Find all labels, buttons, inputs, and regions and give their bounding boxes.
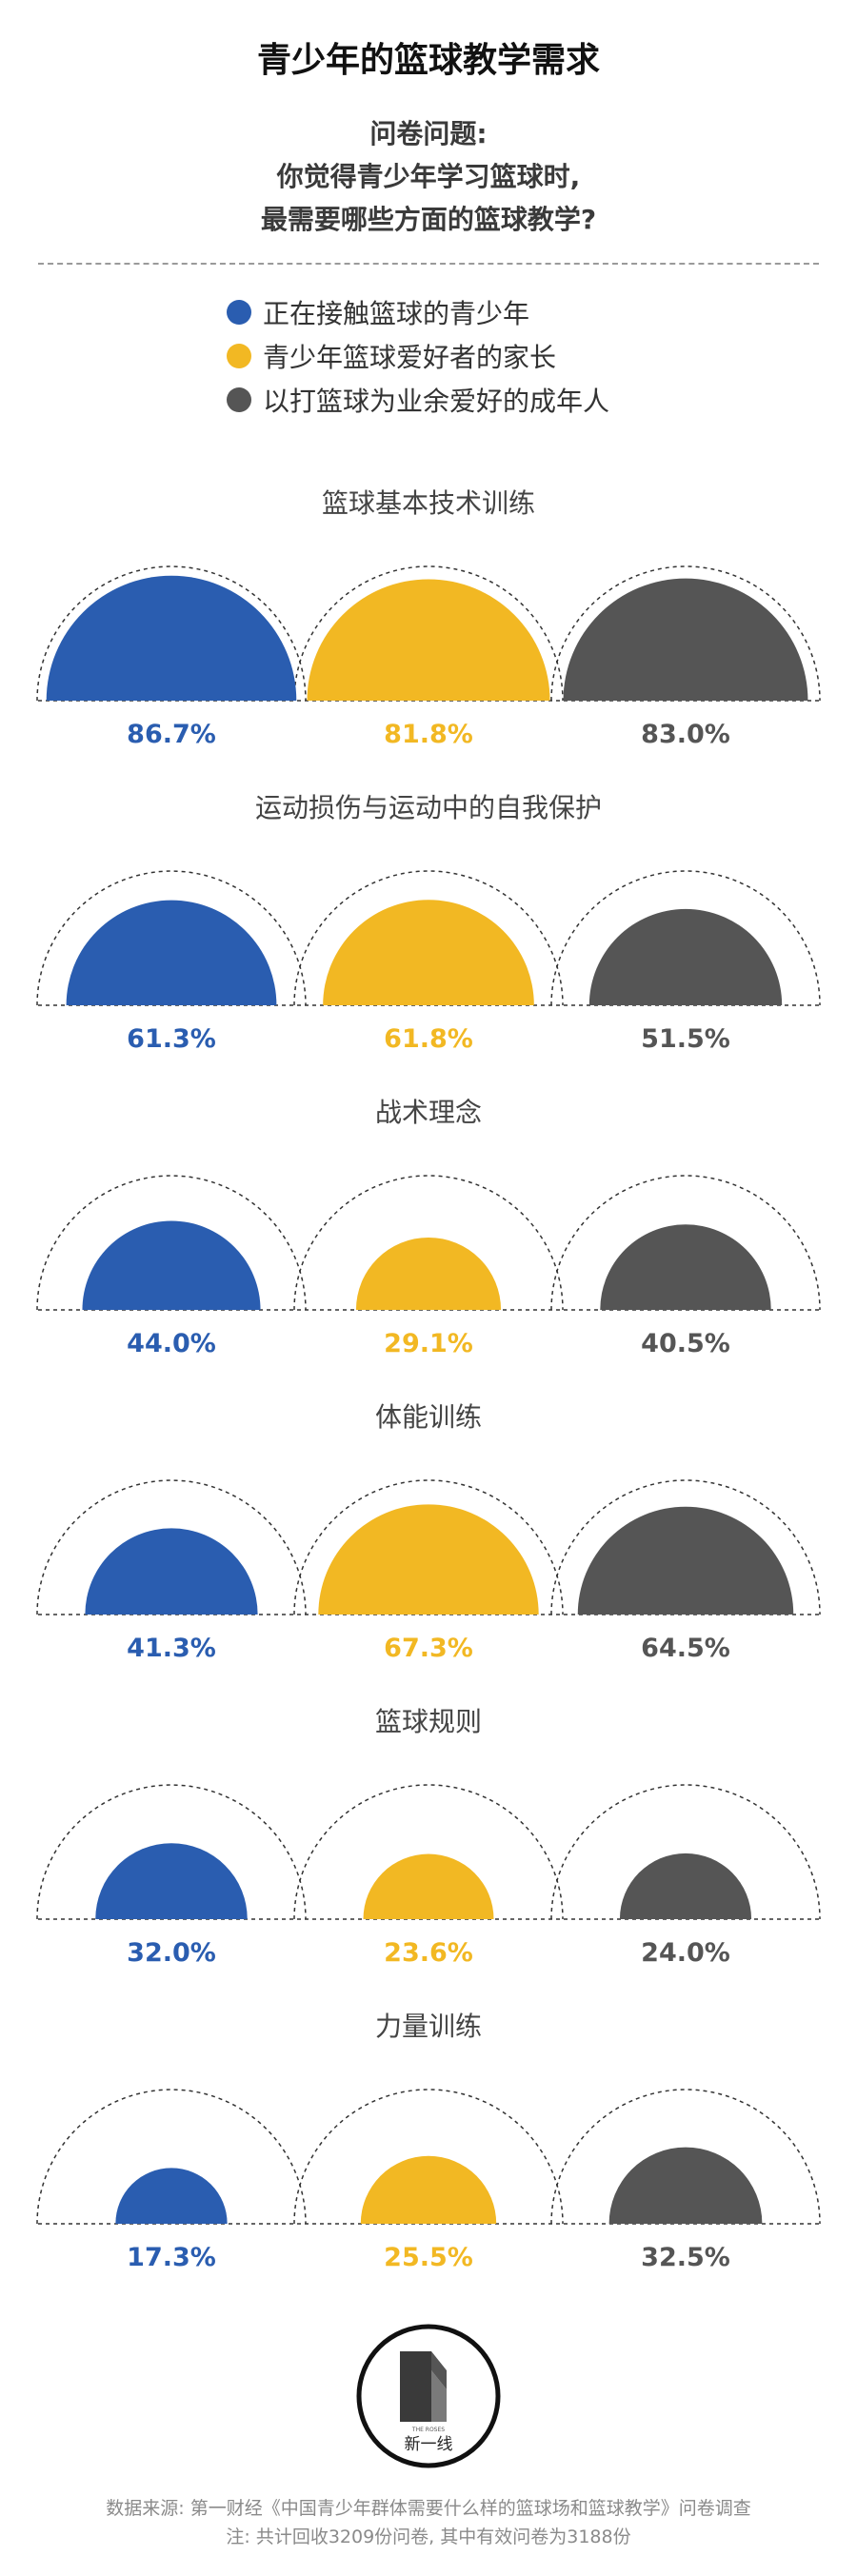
- group-title: 篮球基本技术训练: [322, 487, 535, 519]
- semicircle-3: [588, 908, 783, 1005]
- reference-outline-3: [550, 1479, 821, 1615]
- semicircle-3: [577, 1506, 794, 1615]
- legend-item-parents: 青少年篮球爱好者的家长: [227, 334, 609, 378]
- value-label-3: 83.0%: [641, 720, 730, 749]
- reference-outline-2: [293, 565, 564, 702]
- semicircle-1: [66, 900, 277, 1005]
- value-label-3: 51.5%: [641, 1024, 730, 1054]
- section-divider: [38, 263, 819, 265]
- question-label: 问卷问题:: [369, 118, 488, 149]
- value-label-2: 67.3%: [384, 1634, 473, 1663]
- value-label-2: 61.8%: [384, 1024, 473, 1054]
- value-label-1: 61.3%: [127, 1024, 216, 1054]
- semicircle-2: [307, 579, 550, 701]
- reference-outline-3: [550, 870, 821, 1006]
- survey-question: 问卷问题: 你觉得青少年学习篮球时, 最需要哪些方面的篮球教学?: [0, 112, 857, 241]
- reference-outline-1: [36, 1784, 307, 1920]
- group-title: 运动损伤与运动中的自我保护: [255, 792, 602, 823]
- group-title: 力量训练: [375, 2011, 482, 2042]
- logo-small-text: THE ROSES: [411, 2427, 445, 2433]
- legend-label-parents: 青少年篮球爱好者的家长: [263, 342, 557, 373]
- chart-group-4: 体能训练 41.3% 67.3% 64.5%: [36, 1401, 821, 1663]
- legend: 正在接触篮球的青少年 青少年篮球爱好者的家长 以打篮球为业余爱好的成年人: [227, 290, 609, 422]
- chart-group-1: 篮球基本技术训练 86.7% 81.8% 83.0%: [36, 487, 821, 749]
- value-label-1: 17.3%: [127, 2243, 216, 2272]
- semicircle-3: [563, 578, 808, 701]
- group-title: 战术理念: [375, 1097, 482, 1128]
- page-title: 青少年的篮球教学需求: [256, 41, 600, 80]
- semicircle-2: [355, 1237, 502, 1310]
- chart-group-2: 运动损伤与运动中的自我保护 61.3% 61.8% 51.5%: [36, 792, 821, 1054]
- semicircle-1: [95, 1843, 248, 1919]
- semicircle-2: [318, 1504, 539, 1615]
- value-label-2: 25.5%: [384, 2243, 473, 2272]
- question-line-1: 你觉得青少年学习篮球时,: [276, 161, 581, 192]
- value-label-3: 40.5%: [641, 1329, 730, 1358]
- reference-outline-3: [550, 1784, 821, 1920]
- value-label-2: 23.6%: [384, 1938, 473, 1968]
- group-title: 体能训练: [375, 1401, 482, 1433]
- legend-label-adults: 以打篮球为业余爱好的成年人: [263, 386, 610, 417]
- semicircle-1: [115, 2168, 228, 2224]
- footer-line-1: 数据来源: 第一财经《中国青少年群体需要什么样的篮球场和篮球教学》问卷调查: [106, 2498, 751, 2519]
- footer-line-2: 注: 共计回收3209份问卷, 其中有效问卷为3188份: [226, 2526, 631, 2547]
- semicircle-3: [619, 1853, 752, 1919]
- value-label-3: 32.5%: [641, 2243, 730, 2272]
- chart-group-5: 篮球规则 32.0% 23.6% 24.0%: [36, 1706, 821, 1968]
- value-label-1: 32.0%: [127, 1938, 216, 1968]
- chart-group-3: 战术理念 44.0% 29.1% 40.5%: [36, 1097, 821, 1358]
- value-label-1: 41.3%: [127, 1634, 216, 1663]
- value-label-2: 81.8%: [384, 720, 473, 749]
- reference-outline-2: [293, 1479, 564, 1615]
- reference-outline-1: [36, 1175, 307, 1311]
- reference-outline-3: [550, 2089, 821, 2225]
- question-line-2: 最需要哪些方面的篮球教学?: [260, 204, 597, 235]
- value-label-1: 86.7%: [127, 720, 216, 749]
- semicircle-3: [600, 1224, 771, 1310]
- value-label-3: 24.0%: [641, 1938, 730, 1968]
- logo-text: 新一线: [405, 2435, 453, 2454]
- value-label-3: 64.5%: [641, 1634, 730, 1663]
- reference-outline-2: [293, 870, 564, 1006]
- semicircle-3: [608, 2147, 763, 2224]
- reference-outline-2: [293, 1175, 564, 1311]
- value-label-1: 44.0%: [127, 1329, 216, 1358]
- reference-outline-1: [36, 565, 307, 702]
- legend-dot-youth: [227, 300, 251, 325]
- reference-outline-2: [293, 1784, 564, 1920]
- reference-outline-2: [293, 2089, 564, 2225]
- semicircle-2: [360, 2155, 497, 2224]
- reference-outline-1: [36, 1479, 307, 1615]
- reference-outline-3: [550, 565, 821, 702]
- group-title: 篮球规则: [375, 1706, 482, 1737]
- semicircle-1: [85, 1528, 258, 1615]
- brand-logo: THE ROSES 新一线: [356, 2324, 501, 2468]
- legend-item-adults: 以打篮球为业余爱好的成年人: [227, 378, 609, 422]
- legend-label-youth: 正在接触篮球的青少年: [263, 298, 530, 329]
- legend-item-youth: 正在接触篮球的青少年: [227, 290, 609, 334]
- semicircle-1: [46, 575, 297, 701]
- semicircle-2: [363, 1853, 494, 1919]
- legend-dot-adults: [227, 387, 251, 412]
- footer-source: 数据来源: 第一财经《中国青少年群体需要什么样的篮球场和篮球教学》问卷调查 注:…: [0, 2494, 857, 2551]
- reference-outline-3: [550, 1175, 821, 1311]
- reference-outline-1: [36, 870, 307, 1006]
- semicircle-1: [82, 1220, 261, 1310]
- chart-group-6: 力量训练 17.3% 25.5% 32.5%: [36, 2011, 821, 2272]
- legend-dot-parents: [227, 344, 251, 368]
- semicircle-2: [323, 900, 534, 1005]
- value-label-2: 29.1%: [384, 1329, 473, 1358]
- reference-outline-1: [36, 2089, 307, 2225]
